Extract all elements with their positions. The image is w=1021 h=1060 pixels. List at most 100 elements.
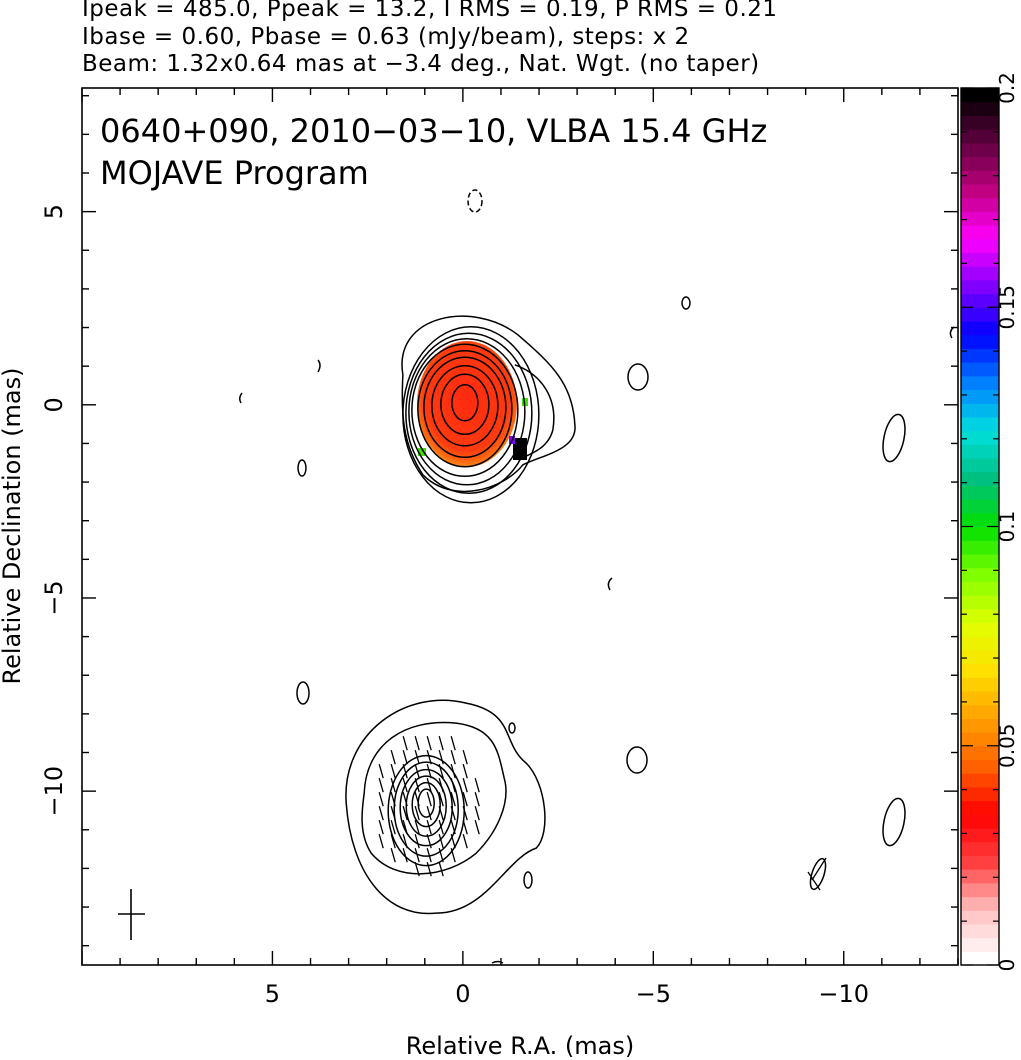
header-line-2: Ibase = 0.60, Pbase = 0.63 (mJy/beam), s… [82,24,690,50]
core-contour [451,384,479,422]
evpa-tick [450,735,456,751]
colorbar-step [961,540,999,555]
south-contour [411,781,441,828]
colorbar-step [961,389,999,404]
core-contour [431,365,499,447]
colorbar-step [961,293,999,308]
evpa-tick [438,763,444,779]
x-axis-label: Relative R.A. (mas) [406,1032,634,1060]
colorbar-step [961,910,999,925]
colorbar-step [961,430,999,445]
evpa-tick [414,819,420,835]
colorbar-step [961,279,999,295]
evpa-tick [402,819,408,835]
polarization-pixel-green [418,448,426,456]
evpa-tick [402,735,408,751]
colorbar-step [961,444,999,459]
y-tick-label: 0 [40,397,68,412]
evpa-tick [390,805,396,821]
evpa-tick [378,833,384,849]
colorbar-step [961,225,999,240]
evpa-tick [474,805,480,821]
evpa-tick [414,847,420,863]
colorbar-step [961,827,999,843]
colorbar-step [961,636,999,651]
y-axis-label: Relative Declination (mas) [0,367,26,684]
colorbar-step [961,457,999,473]
evpa-tick [450,763,456,779]
evpa-tick [462,805,468,821]
evpa-tick [378,777,384,793]
core-contours [401,315,576,504]
core-outer-contour [401,315,576,493]
evpa-tick [414,805,420,821]
evpa-tick [402,805,408,821]
evpa-tick [462,819,468,835]
evpa-tick [426,735,432,751]
core-contour [423,356,507,459]
evpa-tick [474,791,480,807]
evpa-tick [438,861,444,877]
colorbar-step [961,841,999,856]
evpa-tick [462,791,468,807]
evpa-tick [402,749,408,765]
evpa-tick [450,847,456,863]
colorbar [961,88,999,966]
colorbar-step [961,595,999,610]
colorbar-step [961,553,999,569]
evpa-tick [414,763,420,779]
colorbar-step [961,403,999,418]
colorbar-step [961,471,999,486]
colorbar-step [961,608,999,624]
plot-frame [81,87,959,966]
south-contour-outer [345,699,546,915]
colorbar-step [961,129,999,144]
colorbar-step [961,485,999,500]
evpa-tick [378,819,384,835]
noise-contours [238,189,955,964]
evpa-tick [450,805,456,821]
evpa-tick [414,791,420,807]
colorbar-step [961,677,999,692]
evpa-tick [390,777,396,793]
header-line-3: Beam: 1.32x0.64 mas at −3.4 deg., Nat. W… [82,51,760,77]
evpa-tick [426,749,432,765]
y-tick-label: −10 [40,766,68,817]
evpa-tick [390,791,396,807]
south-contour [393,761,459,857]
colorbar-step [961,704,999,719]
colorbar-step [961,800,999,815]
x-tick-label: 5 [265,980,280,1008]
colorbar-step [961,499,999,514]
evpa-tick [426,777,432,793]
noise-ticks [807,857,827,891]
evpa-tick [462,777,468,793]
evpa-tick [426,847,432,863]
evpa-tick [474,777,480,793]
southern-contours [345,699,546,915]
core-contour [405,332,533,495]
evpa-tick [414,833,420,849]
colorbar-label: 0.05 [995,723,1019,768]
colorbar-step [961,142,999,158]
colorbar-step [961,170,999,185]
colorbar-step [961,622,999,637]
evpa-tick [414,861,420,877]
evpa-tick [462,833,468,849]
evpa-tick [474,819,480,835]
tick-marks [81,88,959,965]
colorbar-step [961,526,999,541]
colorbar-step [961,745,999,761]
colorbar-step [961,869,999,884]
colorbar-step [961,951,999,966]
colorbar-step [961,649,999,665]
x-tick-label: −5 [636,980,671,1008]
evpa-tick [426,833,432,849]
evpa-tick [390,819,396,835]
evpa-tick [450,749,456,765]
evpa-tick [426,819,432,835]
colorbar-step [961,690,999,706]
colorbar-step [961,238,999,254]
evpa-tick [414,777,420,793]
colorbar-step [961,375,999,391]
